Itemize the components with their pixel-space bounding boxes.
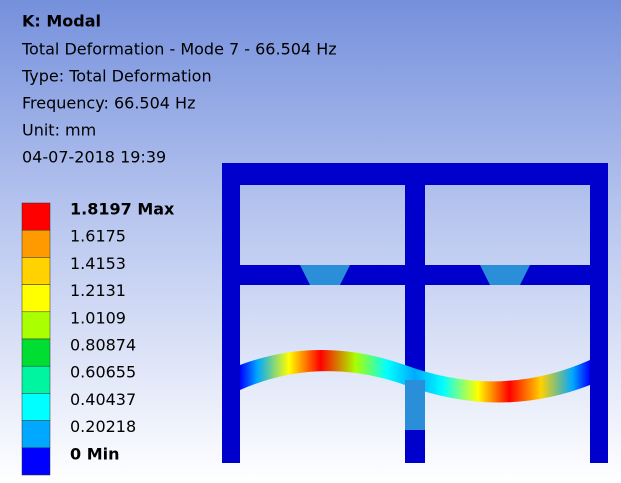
legend-label: 0.40437 <box>70 390 136 409</box>
info-line: Total Deformation - Mode 7 - 66.504 Hz <box>21 40 337 59</box>
legend-label: 1.4153 <box>70 254 126 273</box>
title: K: Modal <box>22 12 101 31</box>
header: K: Modal Total Deformation - Mode 7 - 66… <box>21 12 337 167</box>
legend-swatch <box>22 285 50 312</box>
legend-swatch <box>22 421 50 448</box>
info-line: Type: Total Deformation <box>21 67 212 86</box>
legend-label: 0 Min <box>70 444 120 463</box>
info-line: Frequency: 66.504 Hz <box>22 94 195 113</box>
legend-swatch <box>22 203 50 230</box>
viewport: K: Modal Total Deformation - Mode 7 - 66… <box>0 0 621 483</box>
screenshot: K: Modal Total Deformation - Mode 7 - 66… <box>0 0 621 483</box>
info-line: 04-07-2018 19:39 <box>22 148 166 167</box>
legend-label: 1.6175 <box>70 227 126 246</box>
legend-swatch <box>22 339 50 366</box>
legend-swatch <box>22 393 50 420</box>
legend-label: 0.20218 <box>70 417 136 436</box>
frame-model <box>222 163 608 463</box>
legend-swatch <box>22 448 50 475</box>
legend-label: 0.60655 <box>70 363 136 382</box>
legend-swatch <box>22 257 50 284</box>
legend-label: 0.80874 <box>70 336 136 355</box>
legend-label: 1.8197 Max <box>70 200 175 219</box>
legend-label: 1.2131 <box>70 281 126 300</box>
legend-swatch <box>22 230 50 257</box>
legend: 1.8197 Max 1.6175 1.4153 1.2131 1.0109 0.8087… <box>22 200 175 476</box>
legend-label: 1.0109 <box>70 308 126 327</box>
legend-swatch <box>22 366 50 393</box>
info-line: Unit: mm <box>22 121 96 140</box>
legend-swatch <box>22 312 50 339</box>
